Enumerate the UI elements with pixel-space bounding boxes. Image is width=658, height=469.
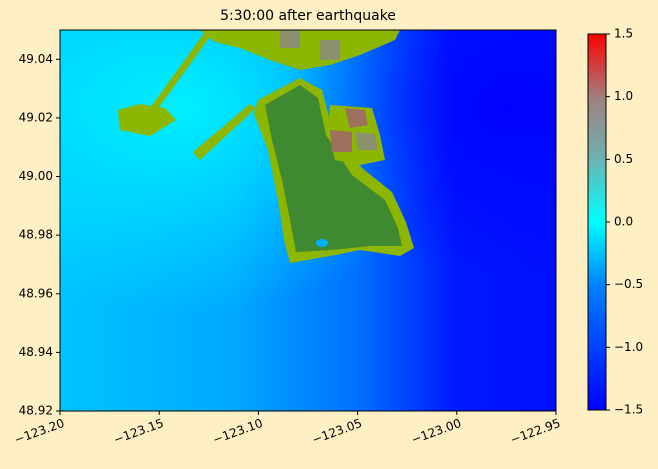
x-tick-label: −123.15: [112, 416, 166, 447]
y-tick-label: 49.04: [19, 52, 53, 66]
y-tick-label: 49.02: [19, 110, 53, 124]
y-tick-label: 48.92: [19, 404, 53, 418]
chart-title: 5:30:00 after earthquake: [220, 8, 396, 24]
x-tick-label: −123.00: [409, 416, 463, 447]
colorbar-tick-label: −1.5: [614, 403, 643, 417]
axes-frame: [59, 29, 557, 412]
x-tick-label: −122.95: [509, 416, 563, 447]
colorbar-tick-label: −1.0: [614, 340, 643, 354]
colorbar-tick-label: 0.5: [614, 152, 633, 166]
x-tick-label: −123.05: [310, 416, 364, 447]
y-tick-label: 48.96: [19, 286, 53, 300]
colorbar-tick-label: −0.5: [614, 277, 643, 291]
colorbar-tick-label: 1.5: [614, 27, 633, 41]
colorbar-tick-label: 0.0: [614, 215, 633, 229]
y-tick-label: 48.98: [19, 228, 53, 242]
x-tick-label: −123.20: [13, 416, 67, 447]
map: [60, 30, 556, 411]
y-tick-label: 48.94: [19, 345, 53, 359]
colorbar: [587, 33, 607, 411]
y-tick-label: 49.00: [19, 169, 53, 183]
colorbar-tick-label: 1.0: [614, 89, 633, 103]
x-tick-label: −123.10: [211, 416, 265, 447]
